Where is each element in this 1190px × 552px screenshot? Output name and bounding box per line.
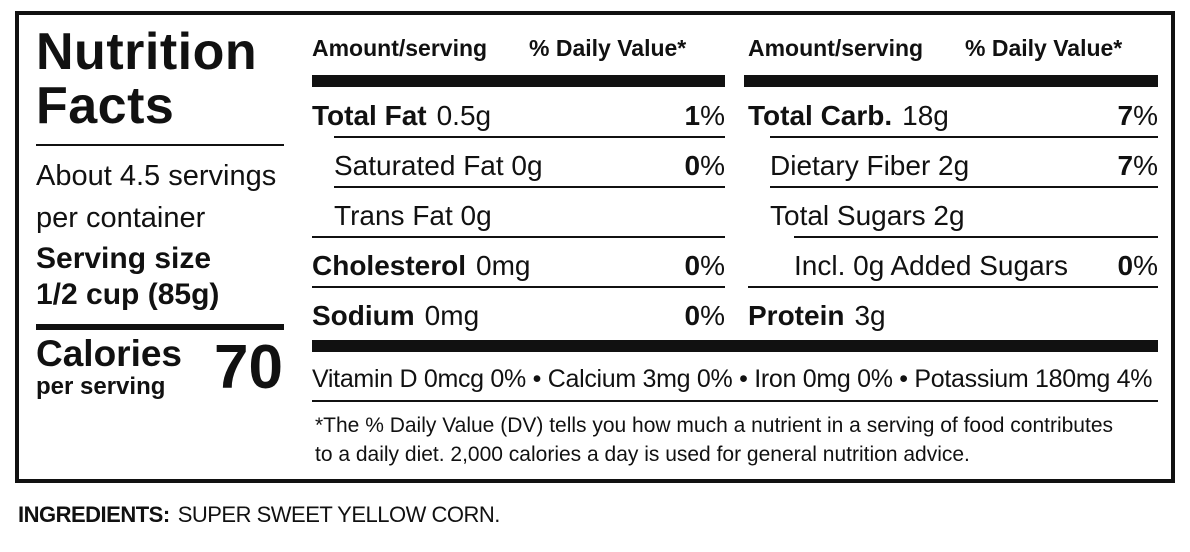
left-dv-header: % Daily Value* xyxy=(529,35,687,61)
vitamins-minerals-line: Vitamin D 0mcg 0% • Calcium 3mg 0% • Iro… xyxy=(312,365,1153,393)
percent-sign: % xyxy=(1133,150,1158,181)
nutrient-name: Dietary Fiber 2g xyxy=(770,150,970,181)
footnote-divider xyxy=(312,400,1158,402)
right-row-divider xyxy=(770,136,1158,138)
percent-number: 7 xyxy=(1117,150,1134,181)
left-row-2: Trans Fat 0g xyxy=(334,198,492,234)
daily-value-percent: 0% xyxy=(645,298,725,334)
left-row-divider xyxy=(312,236,725,238)
ingredients-label: INGREDIENTS: xyxy=(18,502,170,527)
right-row-3: Incl. 0g Added Sugars xyxy=(794,248,1068,284)
right-row-2: Total Sugars 2g xyxy=(770,198,965,234)
nutrient-name: Trans Fat 0g xyxy=(334,200,492,231)
nutrition-facts-panel: Nutrition Facts About 4.5 servings per c… xyxy=(15,11,1175,483)
percent-number: 0 xyxy=(1117,250,1134,281)
nutrient-name: Cholesterol xyxy=(312,250,467,281)
serving-size-value: 1/2 cup (85g) xyxy=(36,278,220,311)
left-row-0: Total Fat 0.5g xyxy=(312,98,491,134)
daily-value-percent: 0% xyxy=(645,148,725,184)
daily-value-percent: 7% xyxy=(1078,148,1158,184)
vitamins-bar xyxy=(312,340,1158,352)
percent-number: 1 xyxy=(684,100,701,131)
nutrient-name: Sodium xyxy=(312,300,415,331)
percent-number: 7 xyxy=(1117,100,1134,131)
ingredients-line: INGREDIENTS: SUPER SWEET YELLOW CORN. xyxy=(18,500,500,530)
footnote-line-2: to a daily diet. 2,000 calories a day is… xyxy=(315,443,970,466)
left-row-divider xyxy=(312,286,725,288)
percent-sign: % xyxy=(1133,250,1158,281)
percent-number: 0 xyxy=(684,250,701,281)
servings-per-container: About 4.5 servings per container xyxy=(36,155,276,239)
left-row-4: Sodium 0mg xyxy=(312,298,479,334)
footnote-line-1: *The % Daily Value (DV) tells you how mu… xyxy=(315,414,1113,437)
calories-label: Calories xyxy=(36,333,183,374)
title-line-1: Nutrition xyxy=(36,23,258,81)
daily-value-percent: 0% xyxy=(645,248,725,284)
nutrient-amount: 0mg xyxy=(476,250,531,281)
left-header-bar xyxy=(312,75,725,87)
percent-sign: % xyxy=(700,100,725,131)
percent-number: 0 xyxy=(684,150,701,181)
daily-value-percent: 0% xyxy=(1078,248,1158,284)
percent-number: 0 xyxy=(684,300,701,331)
servings-line-1: About 4.5 servings xyxy=(36,160,277,192)
nutrient-name: Incl. 0g Added Sugars xyxy=(794,250,1068,281)
right-row-divider xyxy=(748,286,1158,288)
right-dv-header: % Daily Value* xyxy=(965,35,1123,61)
daily-value-footnote: *The % Daily Value (DV) tells you how mu… xyxy=(315,411,1113,469)
calories-per-serving-label: per serving xyxy=(36,373,166,400)
right-row-0: Total Carb. 18g xyxy=(748,98,949,134)
right-row-4: Protein 3g xyxy=(748,298,886,334)
daily-value-percent: 7% xyxy=(1078,98,1158,134)
ingredients-text: SUPER SWEET YELLOW CORN. xyxy=(177,502,501,527)
right-amount-header: Amount/serving xyxy=(748,35,924,61)
serving-size: Serving size 1/2 cup (85g) xyxy=(36,241,219,313)
serving-size-label: Serving size xyxy=(36,242,212,275)
nutrient-amount: 3g xyxy=(854,300,886,331)
nutrient-name: Total Sugars 2g xyxy=(770,200,965,231)
serving-divider xyxy=(36,324,284,330)
right-row-1: Dietary Fiber 2g xyxy=(770,148,969,184)
percent-sign: % xyxy=(1133,100,1158,131)
calories-value: 70 xyxy=(214,333,283,402)
title-line-2: Facts xyxy=(36,77,175,135)
daily-value-percent: 1% xyxy=(645,98,725,134)
left-row-1: Saturated Fat 0g xyxy=(334,148,543,184)
nutrient-name: Total Fat xyxy=(312,100,427,131)
left-row-divider xyxy=(334,136,725,138)
nutrient-amount: 0mg xyxy=(424,300,480,331)
right-row-divider xyxy=(770,186,1158,188)
right-header-bar xyxy=(744,75,1158,87)
servings-line-2: per container xyxy=(36,202,206,234)
right-row-divider xyxy=(794,236,1158,238)
percent-sign: % xyxy=(700,300,725,331)
nutrient-name: Saturated Fat 0g xyxy=(334,150,543,181)
percent-sign: % xyxy=(700,150,725,181)
left-row-3: Cholesterol 0mg xyxy=(312,248,531,284)
title-divider xyxy=(36,144,284,146)
nutrient-amount: 0.5g xyxy=(436,100,492,131)
nutrient-amount: 18g xyxy=(902,100,949,131)
nutrient-name: Protein xyxy=(748,300,845,331)
left-amount-header: Amount/serving xyxy=(312,35,488,61)
nutrient-name: Total Carb. xyxy=(748,100,893,131)
percent-sign: % xyxy=(700,250,725,281)
nutrition-facts-title: Nutrition Facts xyxy=(36,25,257,133)
left-row-divider xyxy=(334,186,725,188)
